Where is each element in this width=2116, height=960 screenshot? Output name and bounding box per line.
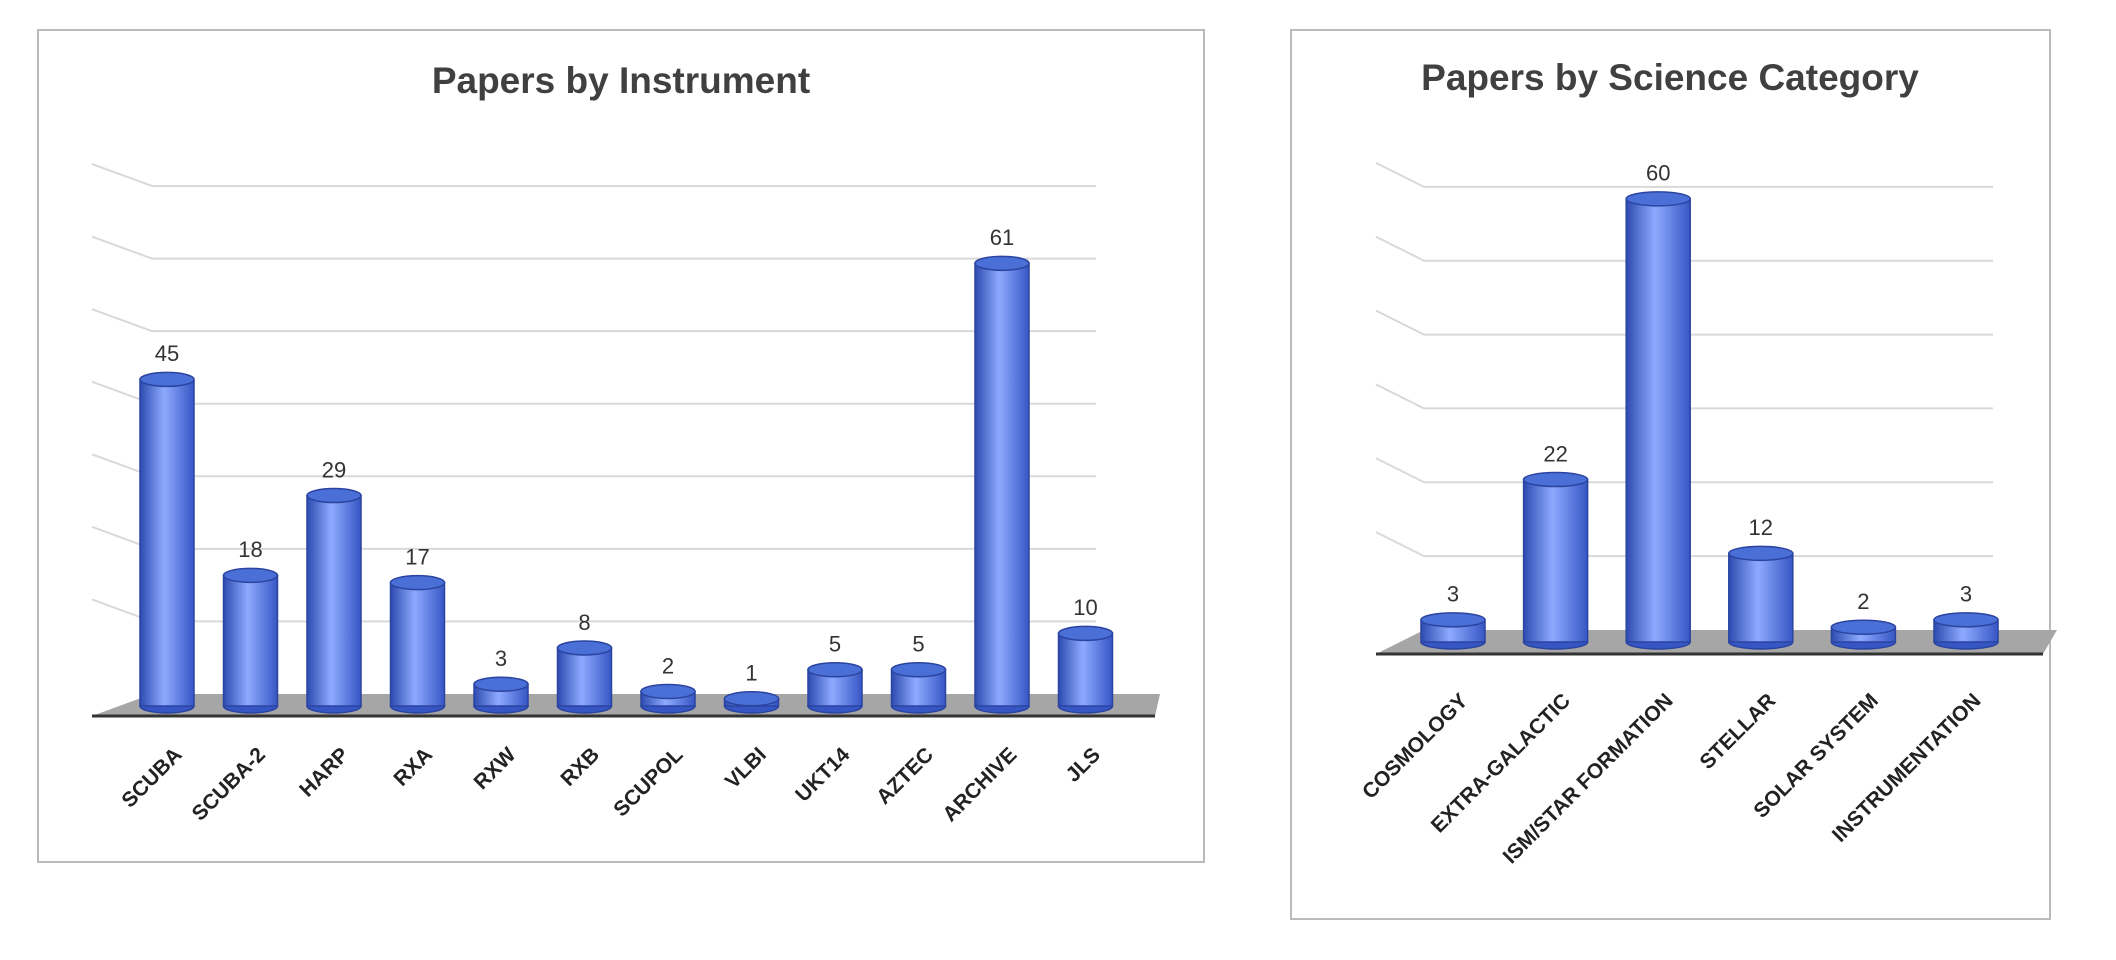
value-label: 8 xyxy=(578,610,590,635)
value-label: 5 xyxy=(829,632,841,657)
x-tick-label: ARCHIVE xyxy=(938,743,1021,826)
value-label: 1 xyxy=(745,661,757,686)
value-label: 60 xyxy=(1646,161,1670,186)
cylinder-top xyxy=(1933,612,1999,628)
value-label: 18 xyxy=(238,537,262,562)
cylinder-top xyxy=(556,640,613,656)
grid-line xyxy=(1375,161,1993,188)
cylinder-top xyxy=(1522,471,1589,488)
grid-line xyxy=(91,163,1096,187)
cylinder-top xyxy=(139,371,195,388)
value-label: 29 xyxy=(322,457,346,482)
value-label: 2 xyxy=(662,653,674,678)
cylinder-top xyxy=(890,661,947,678)
bar xyxy=(222,574,279,707)
cylinder-top xyxy=(807,661,863,678)
x-tick-label: RXB xyxy=(556,743,604,791)
bar xyxy=(1728,552,1794,643)
chart-title: Papers by Instrument xyxy=(432,60,810,101)
x-tick-label: RXW xyxy=(470,743,521,794)
cylinder-top xyxy=(1625,191,1691,207)
x-tick-label: ISM/STAR FORMATION xyxy=(1499,689,1678,868)
value-label: 22 xyxy=(1543,441,1567,466)
cylinder-top xyxy=(389,574,446,591)
value-label: 12 xyxy=(1749,515,1773,540)
cylinder-top xyxy=(723,690,780,707)
chart-title: Papers by Science Category xyxy=(1421,57,1919,98)
x-tick-label: SCUPOL xyxy=(609,743,687,821)
x-tick-label: SCUBA-2 xyxy=(188,743,270,825)
bar xyxy=(1522,478,1589,643)
grid-line xyxy=(91,380,1096,405)
cylinder-top xyxy=(640,683,696,700)
grid-line xyxy=(1375,309,1993,336)
bar xyxy=(306,494,362,707)
value-label: 3 xyxy=(495,646,507,671)
x-tick-label: AZTEC xyxy=(872,743,938,809)
value-label: 10 xyxy=(1073,595,1097,620)
value-label: 17 xyxy=(405,544,429,569)
value-label: 61 xyxy=(990,225,1014,250)
bar xyxy=(139,378,195,707)
cylinder-top xyxy=(1728,545,1794,562)
x-tick-label: UKT14 xyxy=(791,743,855,807)
bar xyxy=(974,262,1030,707)
value-label: 2 xyxy=(1857,589,1869,614)
x-tick-label: COSMOLOGY xyxy=(1358,689,1472,803)
cylinder-top xyxy=(473,676,529,692)
grid-line xyxy=(1375,235,1993,262)
grid-line xyxy=(1375,383,1993,410)
x-tick-label: HARP xyxy=(295,743,353,801)
grid-line xyxy=(1375,531,1993,558)
cylinder-top xyxy=(1830,619,1897,635)
grid-line xyxy=(91,453,1096,478)
bar xyxy=(389,581,446,707)
value-label: 3 xyxy=(1960,582,1972,607)
x-tick-label: RXA xyxy=(389,743,437,791)
bar xyxy=(556,647,613,707)
panel-frame xyxy=(1290,29,2051,920)
cylinder-top xyxy=(306,487,362,504)
value-label: 5 xyxy=(912,632,924,657)
x-tick-label: SCUBA xyxy=(117,743,186,812)
value-label: 45 xyxy=(155,341,179,366)
cylinder-top xyxy=(1057,625,1114,642)
grid-line xyxy=(91,235,1096,260)
bar xyxy=(1625,198,1691,643)
cylinder-top xyxy=(1420,612,1486,628)
grid-line xyxy=(91,308,1096,333)
x-tick-label: VLBI xyxy=(721,743,771,793)
x-tick-label: JLS xyxy=(1061,743,1104,786)
cylinder-top xyxy=(974,255,1030,272)
bar xyxy=(1057,632,1114,707)
panel-frame xyxy=(37,29,1205,863)
x-tick-label: STELLAR xyxy=(1696,689,1781,774)
value-label: 3 xyxy=(1447,582,1459,607)
cylinder-top xyxy=(222,567,279,584)
grid-line xyxy=(1375,457,1993,484)
